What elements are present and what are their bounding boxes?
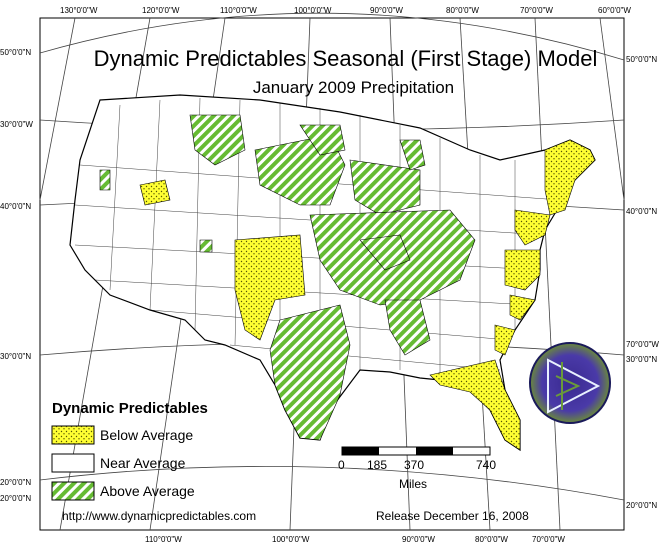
lon-label: 130°0'0"W <box>60 6 98 15</box>
lat-label: 30°0'0"W <box>0 120 33 129</box>
legend-label-near: Near Average <box>100 455 186 471</box>
legend-title: Dynamic Predictables <box>52 400 208 417</box>
legend-swatch-near <box>51 453 95 473</box>
scale-tick-label: 0 <box>338 458 345 472</box>
legend-swatch-below <box>51 425 95 445</box>
logo <box>529 342 611 424</box>
lon-label: 60°0'0"W <box>598 6 631 15</box>
scale-tick-label: 740 <box>476 458 497 472</box>
lat-label: 30°0'0"N <box>0 352 32 361</box>
lat-label: 40°0'0"N <box>0 202 32 211</box>
lat-label: 20°0'0"N <box>0 478 32 487</box>
scale-tick-label: 185 <box>367 458 388 472</box>
source-url: http://www.dynamicpredictables.com <box>62 509 257 523</box>
lat-label: 30°0'0"N <box>626 355 658 364</box>
legend-label-above: Above Average <box>100 483 195 499</box>
below-average-regions <box>139 139 596 451</box>
scale-unit-label: Miles <box>399 477 428 491</box>
map-title: Dynamic Predictables Seasonal (First Sta… <box>93 46 598 71</box>
lon-label: 100°0'0"W <box>272 535 310 544</box>
lon-label: 70°0'0"W <box>532 535 565 544</box>
release-date: Release December 16, 2008 <box>376 509 529 523</box>
legend-label-below: Below Average <box>100 427 194 443</box>
scale-tick-label: 370 <box>404 458 425 472</box>
lon-label: 90°0'0"W <box>402 535 435 544</box>
scale-bar <box>341 446 491 456</box>
lat-label: 70°0'0"W <box>626 340 659 349</box>
lon-label: 100°0'0"W <box>294 6 332 15</box>
lon-label: 90°0'0"W <box>370 6 403 15</box>
lon-label: 120°0'0"W <box>142 6 180 15</box>
lat-label: 20°0'0"N <box>626 501 658 510</box>
lat-label: 50°0'0"N <box>626 55 658 64</box>
lat-label: 40°0'0"N <box>626 207 658 216</box>
above-average-regions <box>99 114 476 441</box>
legend-swatch-above <box>51 481 95 501</box>
lon-label: 110°0'0"W <box>220 6 257 15</box>
lon-label: 70°0'0"W <box>520 6 553 15</box>
lon-label: 110°0'0"W <box>145 535 182 544</box>
lon-label: 80°0'0"W <box>446 6 479 15</box>
map-subtitle: January 2009 Precipitation <box>252 78 455 97</box>
lon-label: 80°0'0"W <box>475 535 508 544</box>
lat-label: 50°0'0"N <box>0 48 32 57</box>
lat-label: 20°0'0"N <box>0 494 32 503</box>
